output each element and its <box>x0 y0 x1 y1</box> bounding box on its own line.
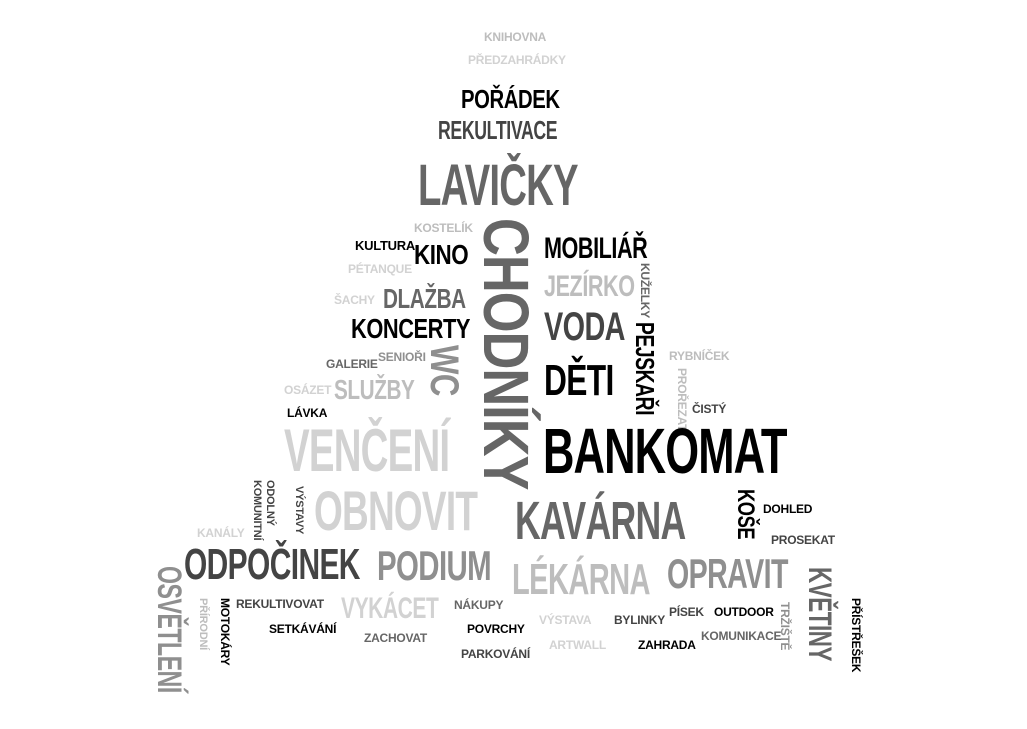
word-motokary: MOTOKÁRY <box>218 598 232 666</box>
word-pristresek: PŘÍSTŘEŠEK <box>849 598 863 673</box>
word-kvetiny: KVĚTINY <box>802 567 838 661</box>
word-lekarna: LÉKÁRNA <box>512 555 650 604</box>
word-kultura: KULTURA <box>355 238 416 253</box>
word-cisty: ČISTÝ <box>692 402 727 416</box>
word-voda: VODA <box>544 305 625 349</box>
word-venceni: VENČENÍ <box>284 417 450 484</box>
word-lavka: LÁVKA <box>287 406 328 420</box>
word-vystava: VÝSTAVA <box>539 613 592 627</box>
word-rekultivace: REKULTIVACE <box>438 115 558 145</box>
word-dlazba: DLAŽBA <box>383 283 466 314</box>
word-kanaly: KANÁLY <box>197 526 245 540</box>
word-bylinky: BYLINKY <box>614 613 665 627</box>
word-kavarna: KAVÁRNA <box>515 491 686 551</box>
word-poradek: POŘÁDEK <box>461 84 560 114</box>
word-deti: DĚTI <box>544 356 614 405</box>
word-kostelik: KOSTELÍK <box>414 221 473 235</box>
word-sachy: ŠACHY <box>334 293 375 307</box>
word-mobiliar: MOBILIÁŘ <box>544 232 648 265</box>
word-odpocinek: ODPOČINEK <box>184 540 360 589</box>
word-koncerty: KONCERTY <box>351 313 471 344</box>
word-povrchy: POVRCHY <box>467 622 525 636</box>
word-jezirko: JEZÍRKO <box>544 270 635 303</box>
word-pisek: PÍSEK <box>669 605 704 619</box>
word-komunikace: KOMUNIKACE <box>701 629 782 643</box>
word-wc: WC <box>422 345 466 396</box>
word-kose: KOŠE <box>732 489 759 540</box>
word-komunitni: KOMUNITNÍ <box>251 480 263 541</box>
word-kino: KINO <box>414 239 469 270</box>
word-bankomat: BANKOMAT <box>543 415 788 487</box>
word-petanque: PÉTANQUE <box>348 262 412 276</box>
word-pejskari: PEJSKAŘI <box>630 322 660 416</box>
word-kuzelky: KUŽELKY <box>638 263 652 318</box>
word-rekultivovat: REKULTIVOVAT <box>236 597 324 611</box>
word-opravit: OPRAVIT <box>667 550 788 597</box>
word-trziste: TRŽIŠTĚ <box>778 602 792 651</box>
word-lavicky: LAVIČKY <box>418 153 579 218</box>
word-setkavani: SETKÁVÁNÍ <box>269 622 337 636</box>
word-prosekat: PROSEKAT <box>771 533 835 547</box>
word-dohled: DOHLED <box>763 502 813 516</box>
word-chodniky: CHODNÍKY <box>470 218 542 490</box>
word-vykacet: VYKÁCET <box>341 592 439 625</box>
word-artwall: ARTWALL <box>549 638 606 652</box>
word-sluzby: SLUŽBY <box>334 374 415 405</box>
word-zachovat: ZACHOVAT <box>364 631 427 645</box>
word-obnovit: OBNOVIT <box>314 479 478 542</box>
word-galerie: GALERIE <box>326 357 378 371</box>
word-rybnicek: RYBNÍČEK <box>669 349 730 363</box>
word-zahrada: ZAHRADA <box>638 638 696 652</box>
word-outdoor: OUTDOOR <box>714 605 774 619</box>
word-parkovani: PARKOVÁNÍ <box>461 647 530 661</box>
word-odolny: ODOLNÝ <box>264 480 276 526</box>
word-podium: PODIUM <box>377 542 492 589</box>
word-predzahradky: PŘEDZAHRÁDKY <box>468 53 566 67</box>
word-seniori: SENIOŘI <box>378 350 426 364</box>
word-prirodni: PŘÍRODNÍ <box>197 598 209 651</box>
word-osazet: OSÁZET <box>284 383 332 397</box>
word-vystavy: VÝSTAVY <box>293 486 305 535</box>
word-nakupy: NÁKUPY <box>454 598 504 612</box>
word-osvetleni: OSVĚTLENÍ <box>150 566 188 693</box>
word-knihovna: KNIHOVNA <box>484 30 547 44</box>
